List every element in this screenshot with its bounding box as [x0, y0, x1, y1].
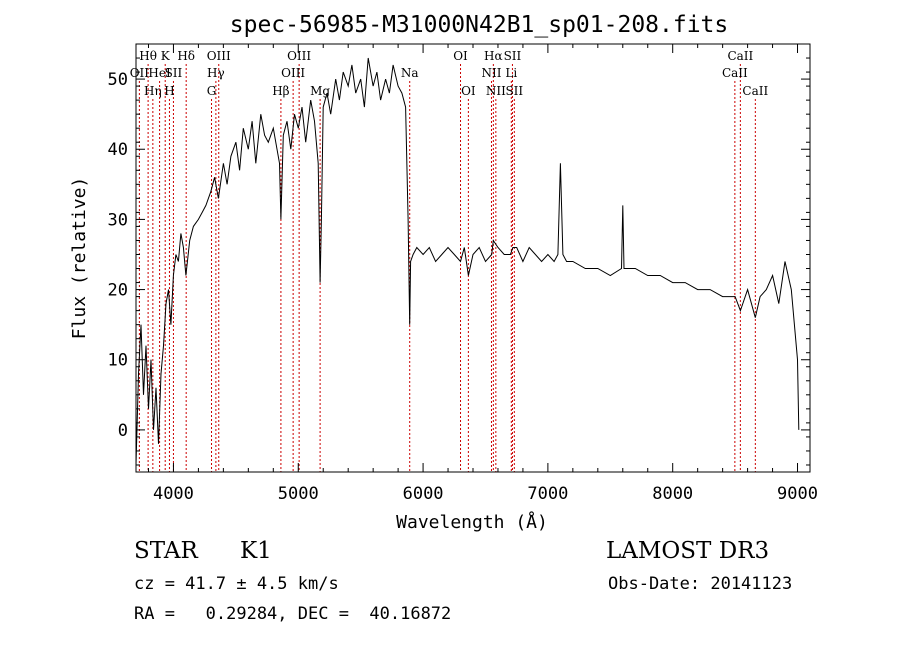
- line-marker-label-12: OIII: [287, 49, 311, 63]
- x-tick-label-4: 8000: [652, 484, 693, 504]
- line-marker-label-1: OII: [130, 66, 150, 80]
- line-marker-label-17: OI: [461, 84, 476, 98]
- y-tick-label-0: 0: [118, 421, 128, 441]
- redshift-value: cz = 41.7 ± 4.5 km/s: [134, 574, 339, 594]
- spectrum-series-line: [135, 57, 800, 466]
- line-marker-label-26: CaII: [742, 84, 768, 98]
- plot-frame: [135, 43, 811, 473]
- line-marker-label-20: NII: [486, 84, 506, 98]
- line-marker-label-10: G: [207, 84, 217, 98]
- line-marker-label-13: OIII: [281, 66, 305, 80]
- x-axis-label: Wavelength (Å): [396, 511, 548, 533]
- survey-label: LAMOST DR3: [606, 538, 770, 564]
- y-tick-label-5: 50: [108, 70, 128, 90]
- line-marker-label-14: Mg: [310, 84, 330, 98]
- x-tick-label-1: 5000: [278, 484, 319, 504]
- x-tick-label-3: 7000: [527, 484, 568, 504]
- object-class: STAR: [134, 538, 198, 564]
- line-marker-label-0: Hθ: [139, 49, 157, 63]
- y-axis: 0 10 20 30 40 50: [108, 43, 810, 466]
- coordinates: RA = 0.29284, DEC = 40.16872: [134, 604, 452, 624]
- object-subclass: K1: [240, 538, 272, 564]
- x-tick-label-2: 6000: [403, 484, 444, 504]
- x-tick-label-0: 4000: [153, 484, 194, 504]
- y-axis-label: Flux (relative): [69, 177, 90, 340]
- line-marker-label-2: Hη: [144, 84, 162, 98]
- line-marker-label-22: Li: [505, 66, 517, 80]
- y-tick-label-4: 40: [108, 140, 128, 160]
- line-marker-label-11: Hβ: [272, 84, 289, 98]
- y-tick-label-1: 10: [108, 351, 128, 371]
- line-marker-label-7: Hδ: [177, 49, 195, 63]
- line-marker-label-21: SII: [504, 49, 522, 63]
- x-axis: 4000 5000 6000 7000 8000 9000: [147, 44, 818, 504]
- obs-date: Obs-Date: 20141123: [608, 574, 793, 594]
- line-marker-label-19: NII: [481, 66, 501, 80]
- chart-title: spec-56985-M31000N42B1_sp01-208.fits: [230, 12, 729, 38]
- x-tick-label-5: 9000: [777, 484, 818, 504]
- line-marker-label-25: CaII: [722, 66, 748, 80]
- line-marker-label-18: Hα: [484, 49, 503, 63]
- line-marker-label-16: OI: [453, 49, 468, 63]
- line-marker-label-9: Hγ: [207, 66, 225, 80]
- line-marker-label-24: CaII: [727, 49, 753, 63]
- line-marker-label-4: K: [161, 49, 171, 63]
- y-tick-label-3: 30: [108, 210, 128, 230]
- y-tick-label-2: 20: [108, 281, 128, 301]
- line-marker-label-8: OIII: [207, 49, 231, 63]
- line-marker-label-5: SII: [165, 66, 183, 80]
- line-marker-label-15: Na: [401, 66, 419, 80]
- line-marker-label-6: H: [164, 84, 174, 98]
- line-marker-label-23: SII: [505, 84, 523, 98]
